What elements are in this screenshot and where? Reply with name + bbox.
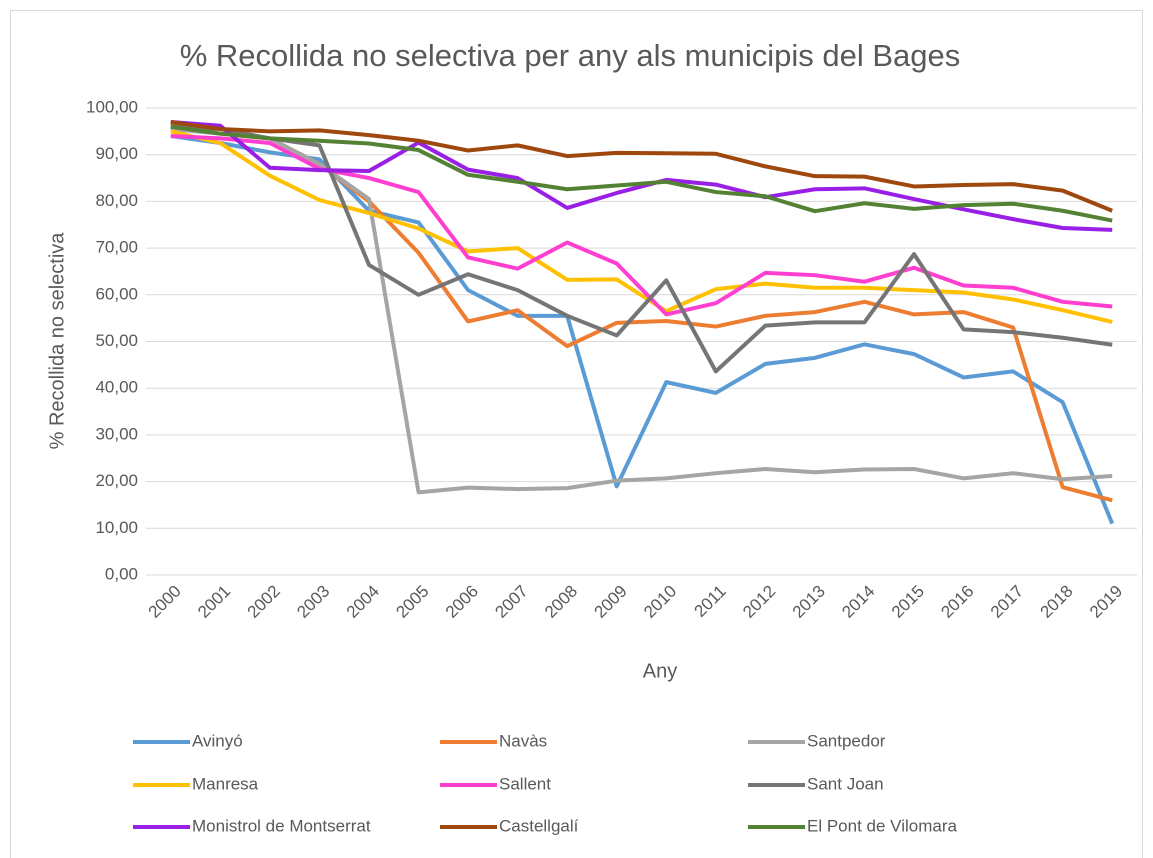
y-axis-label: % Recollida no selectiva — [46, 232, 68, 450]
x-axis-label: Any — [643, 660, 677, 682]
series-line — [170, 124, 1113, 223]
legend-label: Castellgalí — [499, 816, 579, 835]
y-tick-label: 70,00 — [95, 238, 138, 257]
y-tick-label: 60,00 — [95, 284, 138, 303]
chart-title: % Recollida no selectiva per any als mun… — [180, 38, 961, 73]
legend-label: El Pont de Vilomara — [807, 816, 957, 835]
legend-label: Navàs — [499, 731, 547, 750]
series-line — [170, 124, 1113, 374]
series-line — [170, 120, 1113, 213]
y-tick-label: 100,00 — [86, 97, 138, 116]
y-tick-label: 20,00 — [95, 471, 138, 490]
legend-label: Santpedor — [807, 731, 886, 750]
y-tick-label: 90,00 — [95, 144, 138, 163]
legend-label: Manresa — [192, 774, 259, 793]
y-tick-label: 50,00 — [95, 331, 138, 350]
y-tick-label: 10,00 — [95, 518, 138, 537]
y-tick-label: 40,00 — [95, 378, 138, 397]
chart-frame — [10, 10, 1143, 858]
legend-label: Sallent — [499, 774, 551, 793]
legend-label: Monistrol de Montserrat — [192, 816, 371, 835]
legend-label: Avinyó — [192, 731, 243, 750]
y-tick-label: 80,00 — [95, 191, 138, 210]
y-tick-label: 30,00 — [95, 424, 138, 443]
y-tick-label: 0,00 — [105, 564, 138, 583]
legend-label: Sant Joan — [807, 774, 884, 793]
series-line — [170, 129, 1113, 324]
